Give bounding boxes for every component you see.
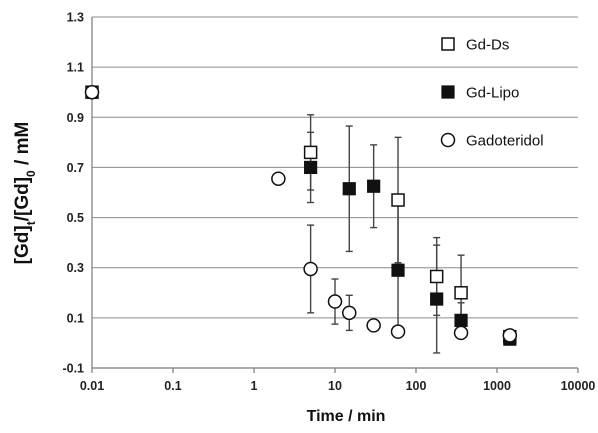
y-axis-title-mid: /[Gd] bbox=[12, 177, 33, 221]
legend-marker-gd-lipo bbox=[441, 85, 455, 99]
data-point-gadoteridol bbox=[327, 294, 343, 309]
y-tick-label: 0.5 bbox=[67, 211, 84, 225]
data-point-gadoteridol bbox=[84, 84, 100, 100]
y-axis-title-sub1: t bbox=[24, 221, 38, 225]
data-point-gd-lipo bbox=[304, 160, 318, 175]
data-point-gadoteridol bbox=[502, 328, 518, 343]
data-point-gadoteridol bbox=[366, 318, 381, 333]
legend: Gd-Ds Gd-Lipo Gadoteridol bbox=[440, 37, 544, 150]
y-axis-title-tail: / mM bbox=[12, 122, 33, 171]
y-axis-title-main: [Gd] bbox=[12, 225, 33, 264]
legend-item-gd-lipo: Gd-Lipo bbox=[441, 85, 519, 102]
data-point-gd-lipo bbox=[454, 313, 468, 327]
y-tick-label: 0.1 bbox=[67, 311, 84, 325]
x-axis-title: Time / min bbox=[307, 408, 386, 425]
data-point-gadoteridol bbox=[342, 305, 357, 321]
x-tick-label: 10 bbox=[328, 379, 342, 393]
data-point-gadoteridol bbox=[453, 325, 469, 341]
y-axis-title-sub2: 0 bbox=[24, 170, 38, 177]
gridlines bbox=[92, 16, 578, 319]
data-point-gadoteridol bbox=[271, 171, 286, 186]
y-tick-label: -0.1 bbox=[62, 362, 84, 376]
data-point-gadoteridol bbox=[303, 261, 318, 277]
data-point-gd-ds bbox=[391, 193, 405, 207]
y-tick-label: 0.9 bbox=[67, 111, 84, 125]
data-point-gd-lipo bbox=[342, 182, 356, 196]
x-tick-label: 1 bbox=[251, 379, 258, 393]
x-tick-label: 0.1 bbox=[164, 379, 181, 393]
y-axis-title: [Gd]t/[Gd]0 / mM bbox=[12, 122, 38, 265]
y-tick-label: 0.3 bbox=[67, 261, 84, 275]
y-tick-label: 1.3 bbox=[67, 11, 84, 25]
y-tick-labels: -0.1 0.1 0.3 0.5 0.7 0.9 1.1 1.3 bbox=[62, 11, 84, 376]
error-bars bbox=[88, 86, 514, 354]
legend-label-gd-ds: Gd-Ds bbox=[466, 37, 509, 54]
x-tick-label: 10000 bbox=[561, 379, 596, 393]
legend-item-gd-ds: Gd-Ds bbox=[441, 37, 509, 54]
data-point-gd-ds bbox=[454, 286, 468, 300]
x-tick-label: 1000 bbox=[483, 379, 511, 393]
data-point-gadoteridol bbox=[390, 324, 406, 339]
legend-label-gadoteridol: Gadoteridol bbox=[466, 133, 544, 150]
x-tick-labels: 0.01 0.1 1 10 100 1000 10000 bbox=[80, 379, 596, 393]
y-tick-label: 1.1 bbox=[67, 61, 84, 75]
data-point-gd-ds bbox=[429, 269, 444, 284]
legend-marker-gadoteridol bbox=[440, 132, 456, 148]
data-point-gd-lipo bbox=[367, 179, 381, 193]
legend-marker-gd-ds bbox=[441, 37, 455, 51]
x-tick-label: 0.01 bbox=[80, 379, 104, 393]
data-point-gd-lipo bbox=[391, 263, 405, 277]
legend-item-gadoteridol: Gadoteridol bbox=[440, 132, 544, 150]
data-point-gd-ds bbox=[303, 145, 318, 160]
data-point-gd-lipo bbox=[430, 292, 444, 306]
x-tick-label: 100 bbox=[406, 379, 427, 393]
y-tick-label: 0.7 bbox=[67, 161, 84, 175]
axes bbox=[91, 17, 579, 373]
legend-label-gd-lipo: Gd-Lipo bbox=[466, 85, 519, 102]
data-points bbox=[84, 84, 518, 346]
